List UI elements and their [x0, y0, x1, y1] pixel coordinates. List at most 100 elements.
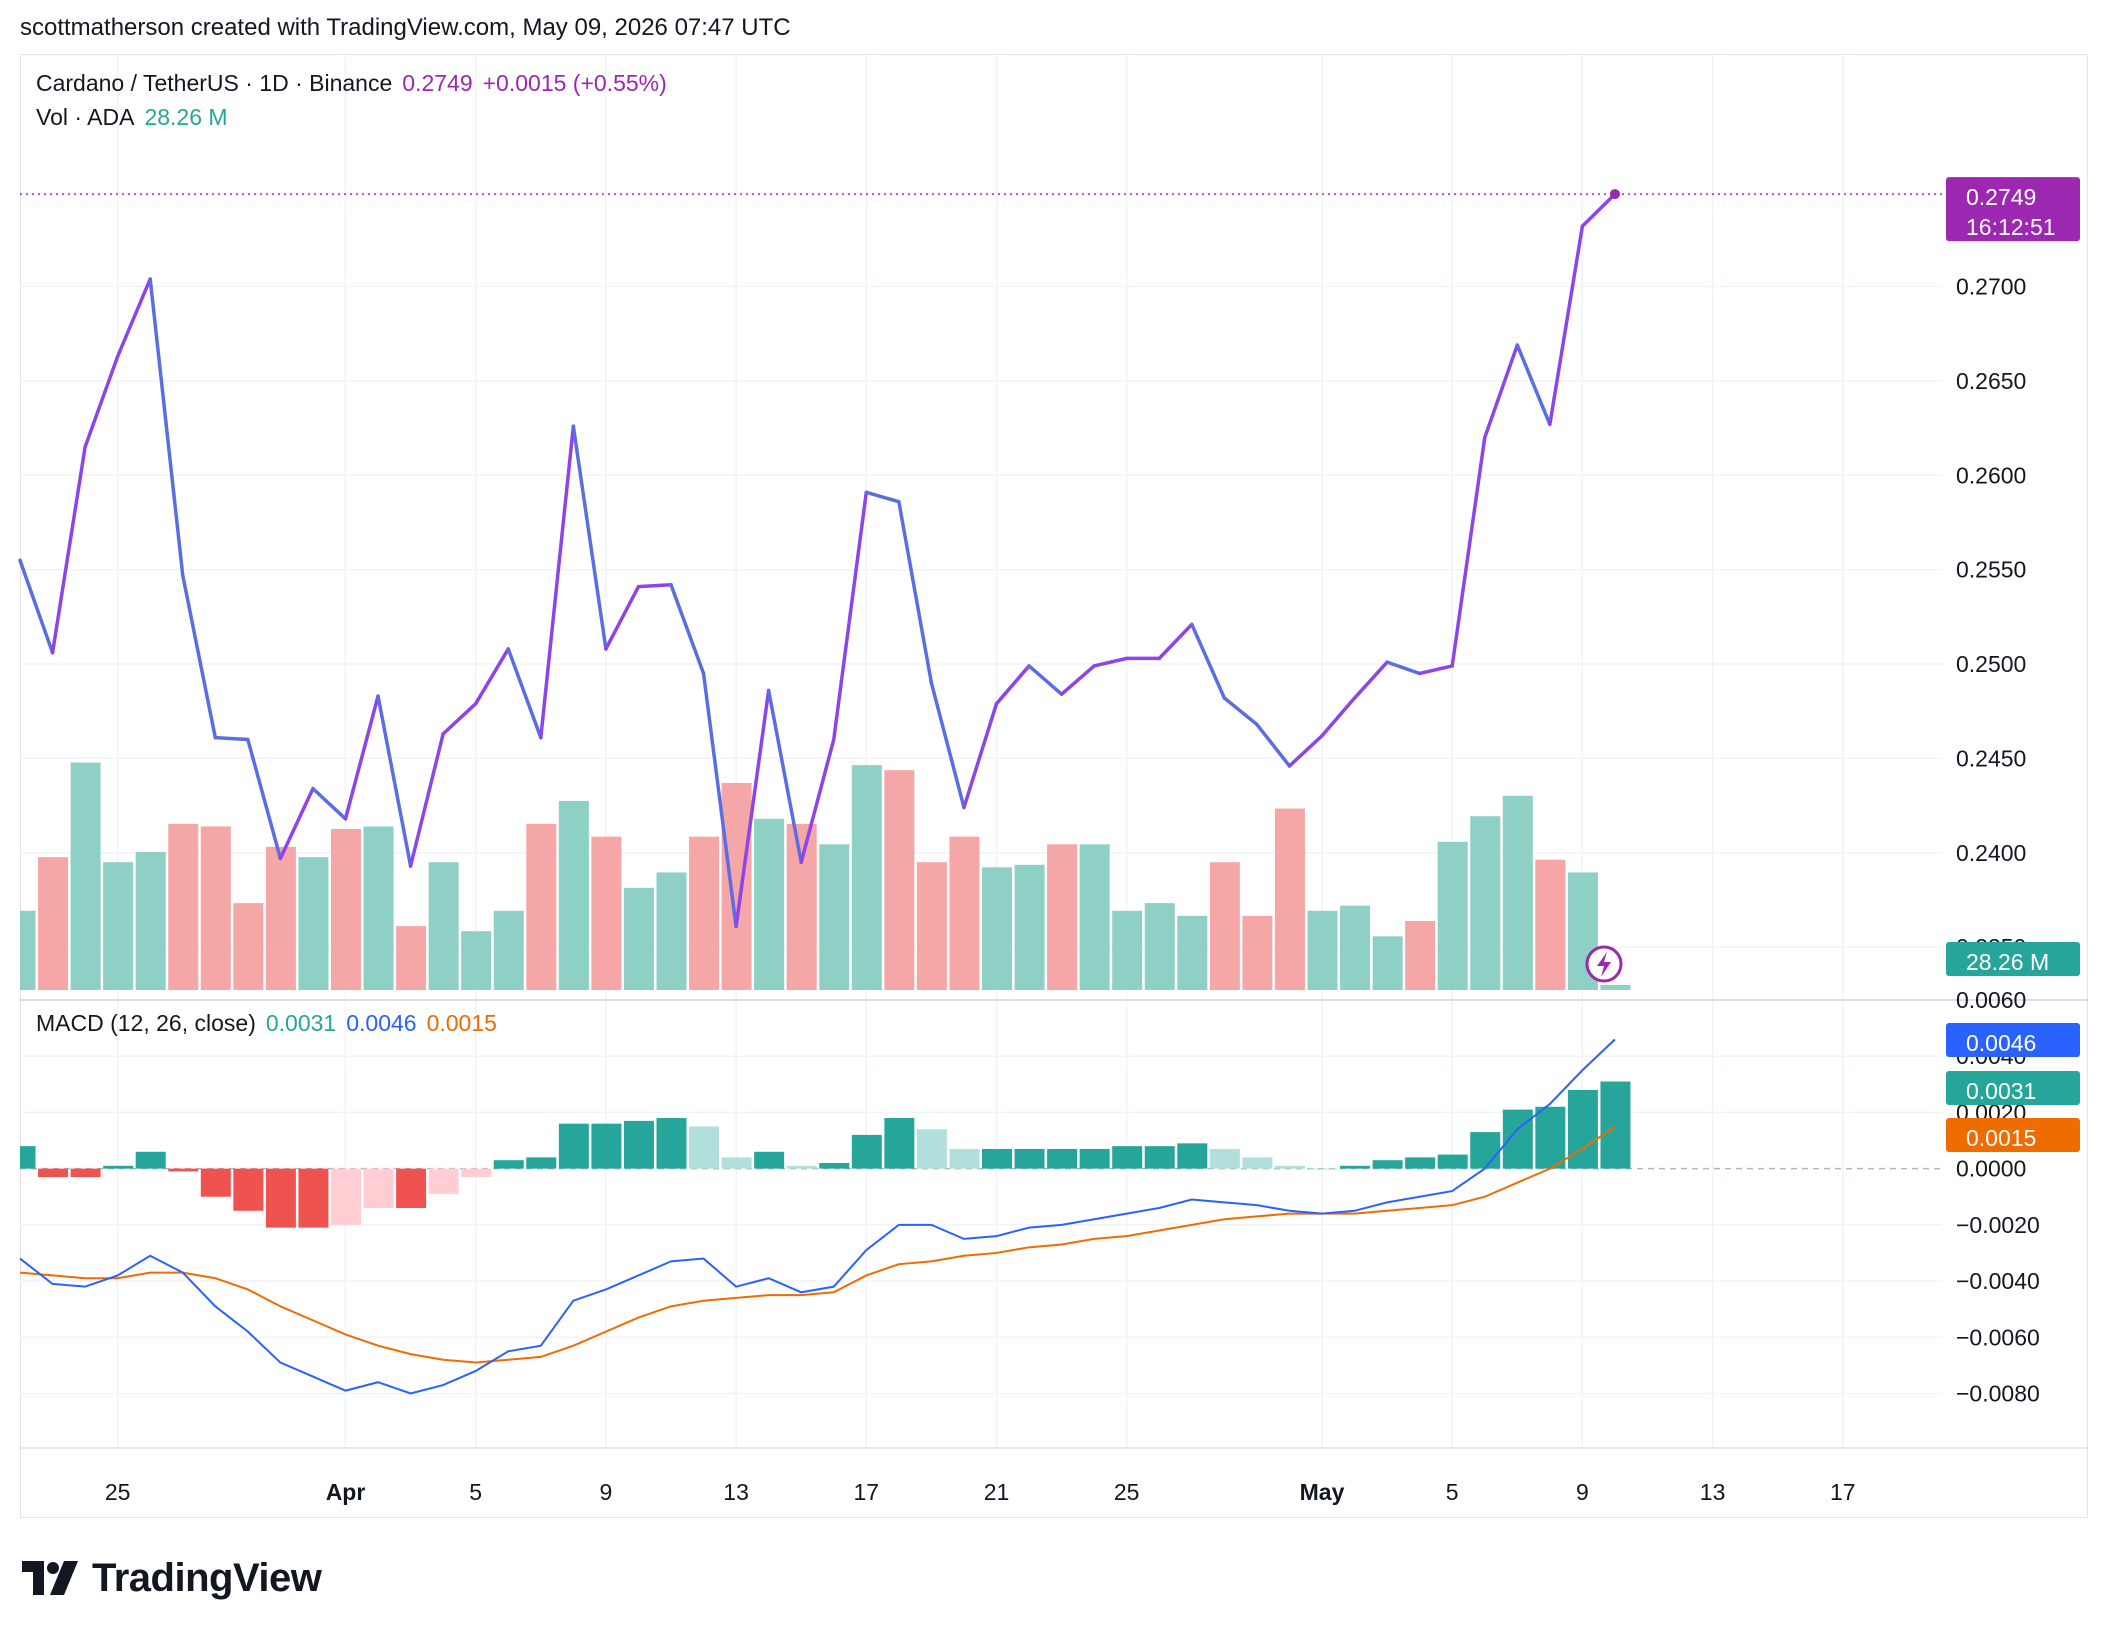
- time-axis-tick: 5: [469, 1479, 482, 1505]
- price-line-segment: [1450, 435, 1487, 668]
- volume-bar: [396, 926, 427, 990]
- macd-axis-tick: −0.0040: [1956, 1268, 2040, 1294]
- volume-bar: [949, 836, 980, 990]
- macd-axis-tick: −0.0060: [1956, 1324, 2040, 1350]
- legend-main: Cardano / TetherUS · 1D · Binance 0.2749 +…: [36, 70, 667, 97]
- chart-frame[interactable]: [20, 54, 2088, 1518]
- volume-bar: [1112, 910, 1143, 990]
- macd-histogram-bar: [1209, 1148, 1240, 1169]
- price-line-segment: [278, 786, 315, 861]
- price-line-segment: [83, 354, 120, 449]
- macd-histogram-bar: [1340, 1165, 1371, 1169]
- legend-macd-label[interactable]: MACD (12, 26, close): [36, 1010, 256, 1036]
- time-axis-tick: 25: [1114, 1479, 1140, 1505]
- volume-bar: [1307, 910, 1338, 990]
- price-line-segment: [311, 786, 348, 821]
- price-axis-tick: 0.2600: [1956, 462, 2026, 488]
- volume-bar: [20, 910, 36, 990]
- price-line-segment: [571, 424, 608, 651]
- macd-histogram-bar: [135, 1151, 166, 1169]
- macd-histogram-bar: [1567, 1089, 1598, 1169]
- tradingview-logo[interactable]: TradingView: [22, 1556, 322, 1600]
- volume-bar: [200, 826, 231, 990]
- legend-volume: Vol · ADA 28.26 M: [36, 104, 228, 131]
- volume-bar: [819, 844, 850, 990]
- price-badge: [1946, 177, 2080, 242]
- price-line-segment: [539, 424, 576, 740]
- macd-histogram-bar: [233, 1168, 264, 1211]
- macd-histogram-bar: [200, 1168, 231, 1197]
- price-line-segment: [929, 681, 966, 810]
- price-line-segment: [18, 558, 55, 655]
- price-line-segment: [1515, 343, 1552, 427]
- time-axis-tick: 25: [105, 1479, 131, 1505]
- macd-histogram-bar: [1144, 1146, 1175, 1169]
- macd-histogram-bar: [884, 1118, 915, 1169]
- price-line-segment: [1385, 660, 1422, 676]
- legend-macd: MACD (12, 26, close) 0.0031 0.0046 0.0015: [36, 1010, 497, 1037]
- macd-line: [19, 1038, 1616, 1395]
- price-line-segment: [1320, 696, 1357, 738]
- price-axis-tick: 0.2400: [1956, 840, 2026, 866]
- price-line-segment: [1157, 622, 1194, 661]
- legend-symbol[interactable]: Cardano / TetherUS · 1D · Binance: [36, 70, 393, 96]
- macd-histogram-bar: [689, 1126, 720, 1169]
- macd-histogram-bar: [38, 1168, 69, 1178]
- volume-bar: [1144, 903, 1175, 990]
- last-price-dot: [1609, 189, 1620, 200]
- time-axis-tick: 17: [1830, 1479, 1856, 1505]
- price-line-segment: [766, 688, 803, 864]
- macd-histogram-bar: [331, 1168, 361, 1225]
- macd-histogram-bar: [1079, 1148, 1110, 1169]
- volume-bar: [70, 762, 101, 990]
- volume-bar: [1470, 816, 1501, 990]
- price-line-segment: [669, 583, 706, 676]
- tradingview-logo-icon: [22, 1561, 78, 1595]
- price-axis-tick: 0.2550: [1956, 557, 2026, 583]
- volume-bar: [1047, 844, 1078, 990]
- volume-bar: [851, 765, 882, 990]
- volume-bar: [233, 903, 264, 990]
- volume-bar: [363, 826, 394, 990]
- price-line-segment: [962, 701, 999, 810]
- time-axis-tick: 5: [1446, 1479, 1459, 1505]
- macd-histogram-bar: [558, 1123, 589, 1169]
- volume-bar: [1014, 864, 1045, 990]
- volume-bar: [786, 823, 817, 990]
- signal-badge-text: 0.0015: [1966, 1125, 2036, 1151]
- price-badge-text: 0.2749: [1966, 184, 2036, 210]
- macd-histogram-bar: [982, 1148, 1012, 1169]
- price-line-segment: [1483, 343, 1520, 440]
- volume-bar: [1177, 915, 1208, 990]
- price-line-segment: [897, 499, 934, 685]
- macd-histogram-bar: [1274, 1165, 1305, 1169]
- volume-badge: [1946, 942, 2080, 976]
- macd-histogram-bar: [786, 1165, 817, 1169]
- time-axis-tick: 13: [723, 1479, 749, 1505]
- macd-histogram-bar: [623, 1120, 654, 1169]
- time-axis-tick: Apr: [326, 1479, 366, 1505]
- volume-bar: [265, 846, 296, 990]
- price-line-segment: [115, 277, 152, 359]
- legend-vol-label[interactable]: Vol · ADA: [36, 104, 135, 130]
- price-axis-tick: 0.2500: [1956, 651, 2026, 677]
- price-line-segment: [799, 737, 836, 864]
- volume-bar: [1600, 984, 1631, 990]
- macd-histogram-bar: [396, 1168, 427, 1208]
- macd-histogram-bar: [851, 1134, 882, 1169]
- time-axis-tick: 17: [854, 1479, 880, 1505]
- volume-bar: [884, 770, 915, 990]
- macd-histogram-bar: [1600, 1081, 1631, 1169]
- volume-badge-text: 28.26 M: [1966, 949, 2049, 975]
- histogram-badge-text: 0.0031: [1966, 1078, 2036, 1104]
- price-line-segment: [636, 583, 673, 589]
- lightning-icon-glyph: [1597, 952, 1611, 977]
- volume-bar: [1242, 915, 1273, 990]
- macd-histogram-bar: [1502, 1109, 1533, 1169]
- price-line-segment: [864, 490, 901, 504]
- volume-bar: [103, 862, 134, 990]
- time-axis-tick: May: [1300, 1479, 1345, 1505]
- volume-bar: [298, 857, 329, 990]
- price-line-segment: [473, 647, 510, 706]
